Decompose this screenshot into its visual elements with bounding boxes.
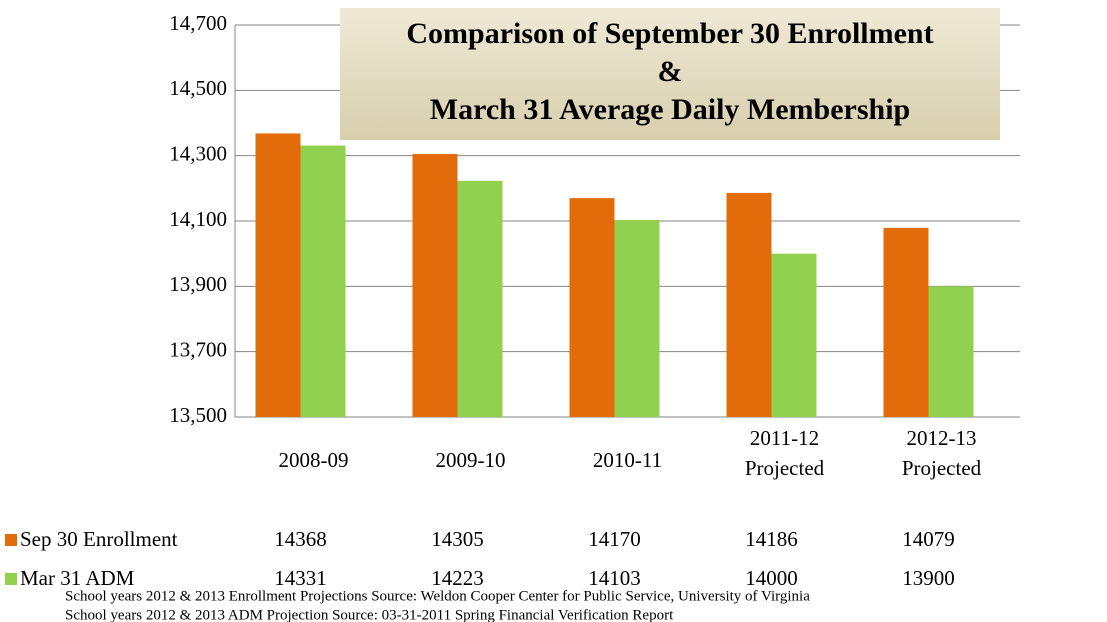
y-tick-label: 14,100 bbox=[169, 207, 227, 231]
table-value: 14331 bbox=[274, 566, 327, 590]
table-value: 14186 bbox=[745, 527, 798, 551]
y-tick-label: 14,500 bbox=[169, 76, 227, 100]
table-value: 14103 bbox=[588, 566, 641, 590]
table-value: 14305 bbox=[431, 527, 484, 551]
table-value: 14170 bbox=[588, 527, 641, 551]
source-note: School years 2012 & 2013 Enrollment Proj… bbox=[65, 588, 810, 604]
bar bbox=[883, 227, 929, 417]
table-value: 13900 bbox=[902, 566, 955, 590]
y-tick-label: 13,700 bbox=[169, 337, 227, 361]
y-tick-label: 13,900 bbox=[169, 272, 227, 296]
bar bbox=[412, 154, 458, 418]
bar bbox=[457, 180, 503, 417]
table-value: 14079 bbox=[902, 527, 955, 551]
y-tick-label: 13,500 bbox=[169, 403, 227, 427]
bar bbox=[928, 286, 974, 417]
x-tick-label: 2009-10 bbox=[436, 448, 506, 472]
y-tick-label: 14,300 bbox=[169, 141, 227, 165]
bar bbox=[569, 198, 615, 417]
table-value: 14223 bbox=[431, 566, 484, 590]
table-value: 14368 bbox=[274, 527, 327, 551]
bar bbox=[300, 145, 346, 418]
x-tick-label: 2010-11 bbox=[593, 448, 662, 472]
chart-title: Comparison of September 30 Enrollment & Ma… bbox=[406, 17, 933, 126]
bar bbox=[255, 133, 301, 417]
bar bbox=[771, 253, 817, 417]
legend-label: Sep 30 Enrollment bbox=[20, 527, 178, 551]
x-tick-label: 2012-13 Projected bbox=[902, 426, 982, 480]
x-tick-label: 2008-09 bbox=[279, 448, 349, 472]
y-tick-label: 14,700 bbox=[169, 11, 227, 35]
plot-area: 13,500 13,700 13,900 14,100 14,300 14,500 14,7… bbox=[5, 11, 1020, 590]
legend-swatch bbox=[5, 534, 17, 546]
title-box bbox=[340, 8, 1000, 140]
x-tick-label: 2011-12 Projected bbox=[745, 426, 825, 480]
legend-swatch bbox=[5, 573, 17, 585]
legend-label: Mar 31 ADM bbox=[20, 566, 135, 590]
bar bbox=[726, 192, 772, 417]
source-note: School years 2012 & 2013 ADM Projection … bbox=[65, 607, 674, 622]
table-value: 14000 bbox=[745, 566, 798, 590]
bar bbox=[614, 220, 660, 417]
